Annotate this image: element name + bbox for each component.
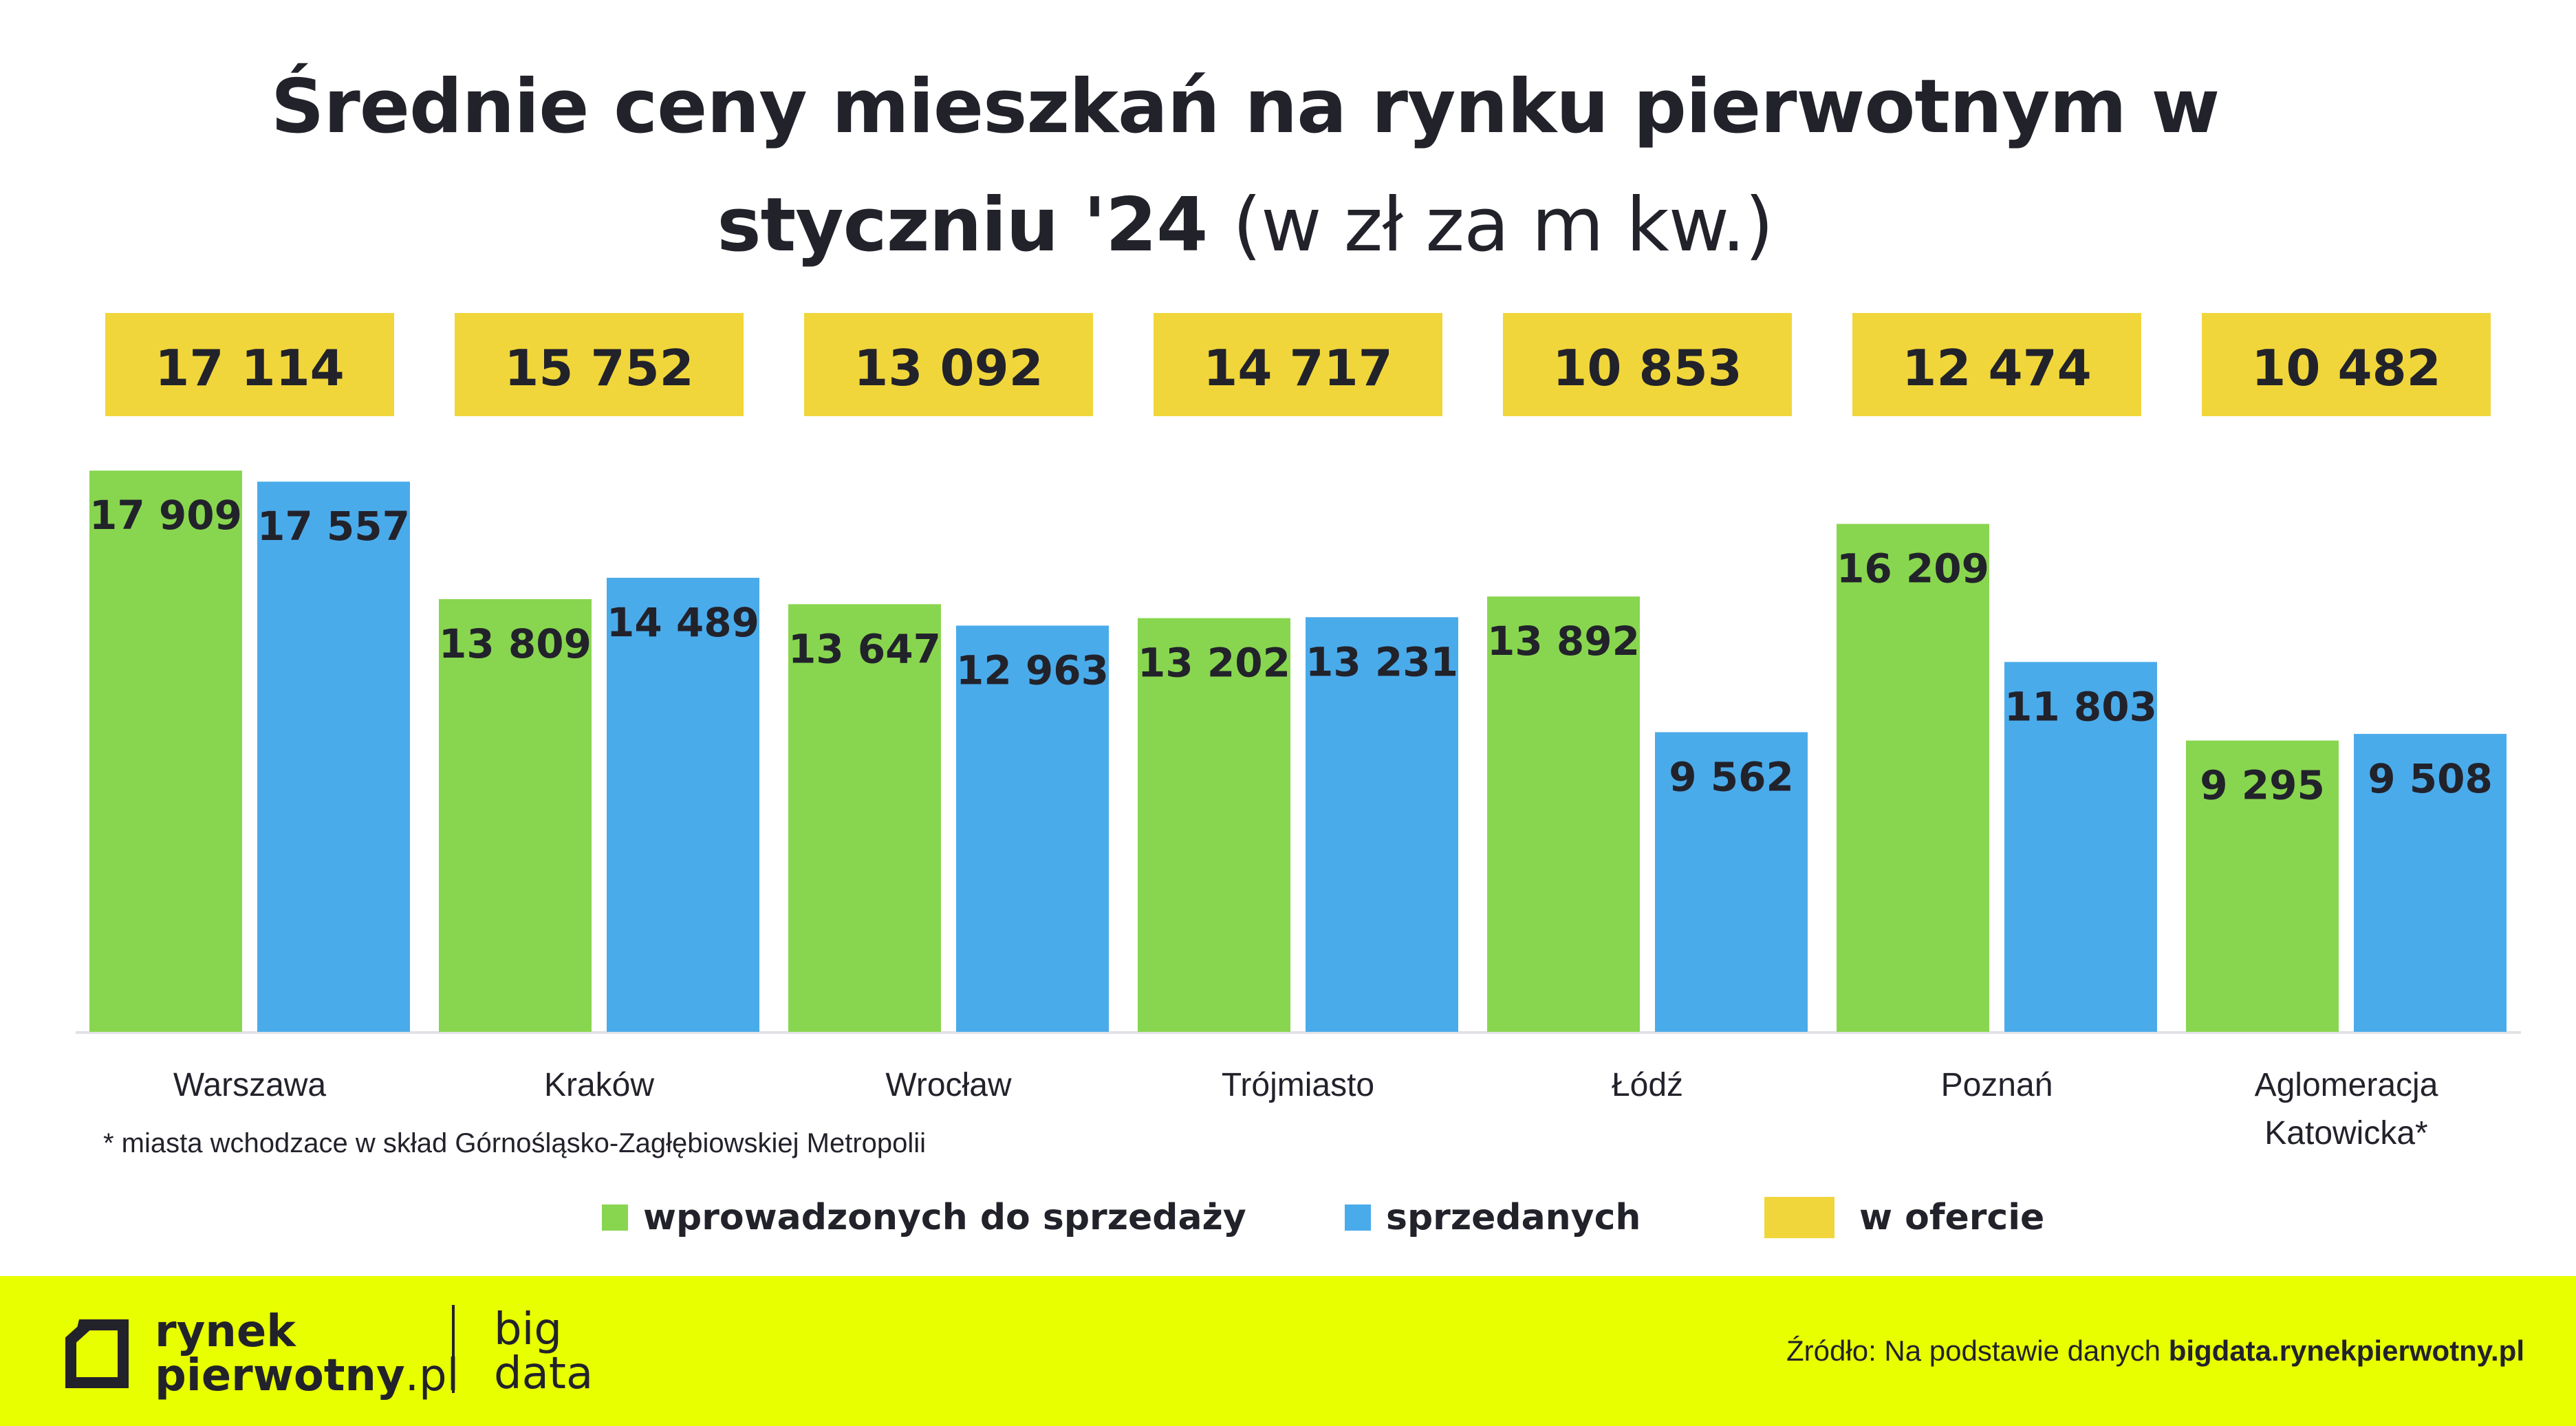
- bar-sold-1: [607, 577, 759, 1032]
- offer-box-1: [455, 313, 744, 416]
- data-label-sold-2: 12 963: [956, 647, 1109, 693]
- offer-box-6: [2202, 313, 2491, 416]
- category-label-1: Kraków: [544, 1067, 654, 1103]
- category-label-6-0: Aglomeracja: [2255, 1067, 2438, 1103]
- data-label-introduced-1: 13 809: [439, 620, 592, 667]
- legend-item-offer: w ofercie: [1764, 1197, 2044, 1238]
- footer-bar: rynek pierwotny.pl big data Źródło: Na p…: [0, 1276, 2576, 1426]
- bar-introduced-5: [1837, 523, 1989, 1032]
- category-label-3: Trójmiasto: [1222, 1067, 1374, 1103]
- category-label-5: Poznań: [1941, 1067, 2053, 1103]
- offer-label-0: 17 114: [155, 339, 345, 397]
- offer-box-5: [1852, 313, 2141, 416]
- data-label-introduced-2: 13 647: [788, 625, 941, 672]
- legend-item-introduced: wprowadzonych do sprzedaży: [602, 1197, 1246, 1238]
- source-note: Źródło: Na podstawie danych bigdata.ryne…: [1786, 1335, 2524, 1368]
- offer-box-0: [105, 313, 394, 416]
- bar-sold-2: [956, 625, 1109, 1032]
- legend-label-offer: w ofercie: [1859, 1197, 2045, 1238]
- source-prefix: Źródło: Na podstawie danych: [1786, 1335, 2161, 1367]
- category-label-6-1: Katowicka*: [2264, 1115, 2427, 1152]
- bigdata-line-1: big: [494, 1304, 563, 1355]
- data-label-sold-0: 17 557: [257, 503, 410, 550]
- brand-name: pierwotny: [155, 1350, 405, 1401]
- legend-swatch-blue: [1345, 1204, 1371, 1231]
- bar-chart: 17 909 17 557 17 114 Warszawa 13 809 14 489 15…: [76, 313, 2521, 1152]
- brand-line-2: pierwotny.pl: [155, 1353, 459, 1398]
- title-line-2: styczniu '24 (w zł za m kw.): [0, 166, 2490, 285]
- offer-label-6: 10 482: [2251, 339, 2441, 397]
- bar-introduced-3: [1138, 618, 1290, 1032]
- data-label-sold-6: 9 508: [2368, 755, 2493, 802]
- data-label-sold-5: 11 803: [2004, 683, 2157, 730]
- data-label-sold-4: 9 562: [1669, 753, 1794, 800]
- legend-swatch-yellow: [1764, 1197, 1834, 1238]
- legend-swatch-green: [602, 1204, 628, 1231]
- bigdata-line-2: data: [494, 1348, 594, 1399]
- bar-sold-0: [257, 482, 410, 1032]
- data-label-sold-3: 13 231: [1306, 638, 1458, 685]
- title-date: styczniu '24: [717, 182, 1208, 268]
- data-label-sold-1: 14 489: [607, 599, 759, 646]
- data-label-introduced-5: 16 209: [1837, 545, 1989, 592]
- title-line-1: Średnie ceny mieszkań na rynku pierwotny…: [270, 64, 2220, 150]
- title-unit: (w zł za m kw.): [1232, 182, 1774, 268]
- footnote: * miasta wchodzace w skład Górnośląsko-Z…: [103, 1128, 927, 1158]
- brand-domain: .pl: [404, 1350, 459, 1401]
- offer-label-1: 15 752: [504, 339, 694, 397]
- offer-label-2: 13 092: [854, 339, 1043, 397]
- bar-introduced-1: [439, 598, 592, 1032]
- data-label-introduced-0: 17 909: [89, 492, 242, 539]
- legend-label-sold: sprzedanych: [1386, 1197, 1641, 1238]
- bar-sold-5: [2004, 662, 2157, 1032]
- offer-box-4: [1503, 313, 1792, 416]
- category-label-4: Łódź: [1612, 1067, 1683, 1103]
- category-label-0: Warszawa: [173, 1067, 327, 1103]
- brand-line-1: rynek: [155, 1306, 296, 1357]
- offer-box-2: [804, 313, 1093, 416]
- source-link[interactable]: bigdata.rynekpierwotny.pl: [2168, 1335, 2524, 1367]
- category-label-2: Wrocław: [885, 1067, 1011, 1103]
- offer-label-4: 10 853: [1552, 339, 1742, 397]
- data-label-introduced-4: 13 892: [1487, 618, 1640, 665]
- bar-sold-4: [1655, 732, 1808, 1032]
- data-label-introduced-6: 9 295: [2200, 762, 2325, 809]
- bar-introduced-0: [89, 471, 242, 1032]
- rynekpierwotny-logo-icon: [65, 1319, 129, 1388]
- legend-label-introduced: wprowadzonych do sprzedaży: [643, 1197, 1246, 1238]
- offer-label-5: 12 474: [1902, 339, 2092, 397]
- legend: wprowadzonych do sprzedaży sprzedanych w…: [0, 1197, 2576, 1252]
- data-label-introduced-3: 13 202: [1138, 640, 1290, 687]
- bar-introduced-6: [2186, 740, 2339, 1032]
- legend-item-sold: sprzedanych: [1345, 1197, 1641, 1238]
- bar-sold-3: [1306, 617, 1458, 1032]
- bar-introduced-2: [788, 604, 941, 1032]
- logo-divider: [452, 1305, 455, 1393]
- chart-title: Średnie ceny mieszkań na rynku pierwotny…: [0, 48, 2490, 285]
- bar-introduced-4: [1487, 596, 1640, 1032]
- bar-sold-6: [2354, 733, 2507, 1032]
- offer-label-3: 14 717: [1203, 339, 1393, 397]
- offer-box-3: [1154, 313, 1442, 416]
